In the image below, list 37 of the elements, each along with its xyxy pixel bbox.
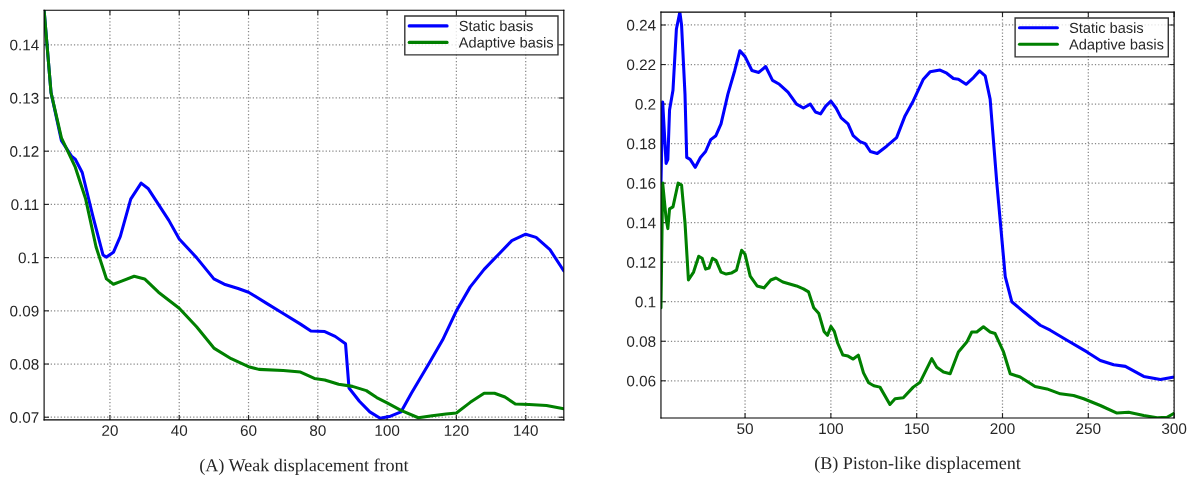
y-tick-label: 0.06 <box>626 375 656 387</box>
legend-label: Static basis <box>459 20 533 32</box>
legend-label: Adaptive basis <box>458 36 554 51</box>
y-tick-label: 0.24 <box>626 19 656 31</box>
x-tick-label: 150 <box>905 423 929 435</box>
x-tick-label: 40 <box>171 425 188 436</box>
y-tick-label: 0.09 <box>10 305 39 317</box>
x-tick-label: 250 <box>1076 423 1101 435</box>
y-tick-label: 0.11 <box>11 199 39 211</box>
x-tick-label: 100 <box>819 423 844 435</box>
y-tick-label: 0.22 <box>626 59 656 71</box>
y-tick-label: 0.14 <box>10 39 39 51</box>
y-tick-label: 0.14 <box>626 217 656 229</box>
x-axis-title: (A) Weak displacement front <box>200 458 409 476</box>
y-tick-label: 0.2 <box>635 98 656 110</box>
x-tick-label: 50 <box>737 423 753 435</box>
y-tick-label: 0.18 <box>626 138 656 150</box>
y-tick-label: 0.13 <box>10 92 39 104</box>
x-tick-label: 60 <box>240 425 257 436</box>
x-tick-label: 20 <box>102 425 118 436</box>
y-tick-label: 0.08 <box>626 336 656 347</box>
y-tick-label: 0.07 <box>10 412 39 423</box>
legend-label: Static basis <box>1069 22 1144 34</box>
y-tick-label: 0.1 <box>18 252 39 264</box>
x-tick-label: 120 <box>444 425 469 436</box>
y-tick-label: 0.1 <box>635 296 656 308</box>
y-tick-label: 0.12 <box>10 146 39 157</box>
y-tick-label: 0.12 <box>626 257 656 268</box>
legend-label: Adaptive basis <box>1069 38 1164 53</box>
x-tick-label: 140 <box>514 425 538 436</box>
y-tick-label: 0.08 <box>10 358 39 370</box>
x-tick-label: 80 <box>309 425 326 436</box>
y-tick-label: 0.16 <box>626 178 656 189</box>
x-tick-label: 200 <box>990 423 1015 435</box>
x-tick-label: 100 <box>375 425 400 436</box>
x-tick-label: 300 <box>1161 423 1187 435</box>
x-axis-title: (B) Piston-like displacement <box>815 456 1021 473</box>
